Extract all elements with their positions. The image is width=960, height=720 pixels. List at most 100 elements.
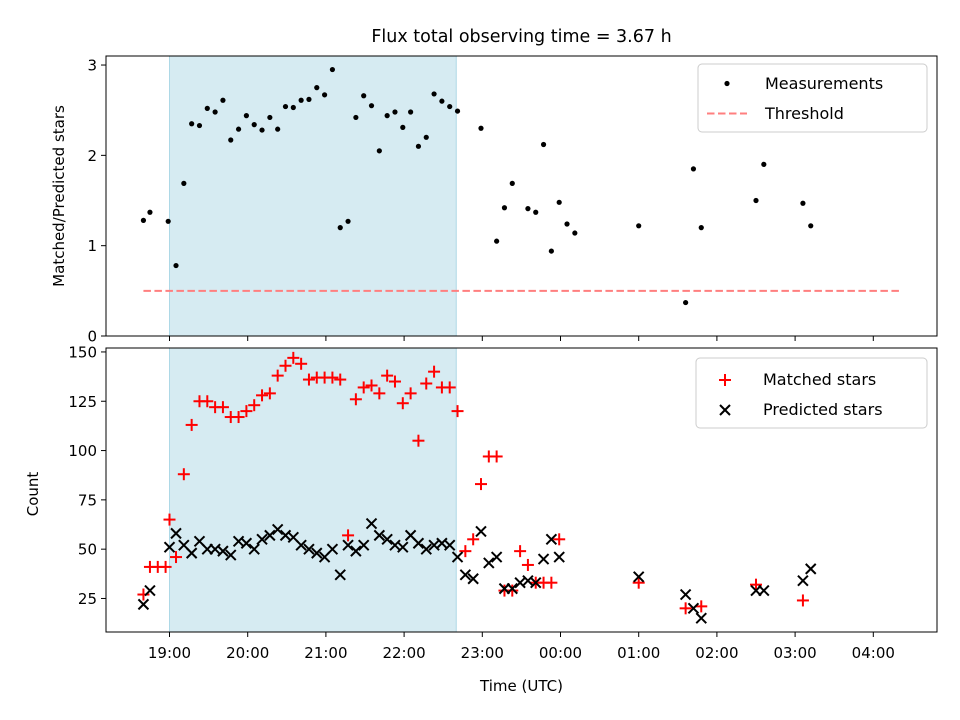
measurement-point: [392, 109, 398, 115]
predicted-star-point: [451, 551, 464, 563]
measurement-point: [690, 166, 697, 172]
x-tick-label: 23:00: [461, 644, 504, 662]
predicted-star-point: [381, 533, 393, 546]
predicted-star-point: [459, 569, 472, 581]
measurement-point: [275, 126, 281, 132]
measurement-point: [431, 91, 437, 97]
predicted-star-point: [420, 543, 432, 555]
top-y-axis: 0 1 2 3: [87, 57, 106, 346]
predicted-star-point: [467, 573, 479, 585]
top-y-axis-label: Matched/Predicted stars: [50, 105, 68, 287]
matched-stars-series: [137, 351, 809, 615]
predicted-star-point: [537, 553, 550, 565]
measurement-point: [572, 230, 578, 236]
measurement-point: [415, 143, 422, 149]
matched-star-point: [326, 371, 339, 384]
matched-star-point: [451, 405, 464, 418]
measurement-point: [173, 262, 179, 269]
figure-title: Flux total observing time = 3.67 h: [371, 27, 671, 47]
x-tick-label: 01:00: [617, 644, 660, 662]
predicted-star-point: [271, 523, 284, 536]
matched-star-point: [490, 450, 503, 463]
predicted-star-point: [687, 602, 700, 615]
measurement-point: [282, 103, 289, 110]
predicted-star-point: [357, 539, 370, 551]
measurement-point: [220, 97, 226, 103]
top-y-tick-label: 2: [87, 147, 97, 165]
matched-star-point: [137, 588, 150, 601]
matched-star-point: [334, 373, 347, 386]
measurement-point: [314, 85, 320, 91]
predicted-star-point: [805, 563, 817, 575]
predicted-star-point: [185, 547, 198, 559]
measurement-point: [306, 96, 312, 102]
predicted-star-point: [545, 533, 558, 546]
measurement-point: [556, 199, 562, 205]
matched-star-point: [632, 576, 645, 589]
x-tick-label: 19:00: [148, 644, 191, 662]
matched-star-point: [240, 405, 253, 418]
matched-star-point: [201, 395, 214, 408]
matched-star-point: [796, 594, 809, 607]
bottom-y-tick-label: 100: [68, 442, 97, 460]
measurement-point: [761, 161, 767, 167]
measurement-point: [478, 125, 484, 131]
matched-star-point: [545, 576, 558, 589]
bottom-y-tick-label: 50: [78, 541, 97, 559]
measurement-point: [290, 104, 296, 111]
matched-star-point: [163, 513, 176, 526]
predicted-star-point: [311, 547, 323, 559]
measurement-point: [251, 122, 257, 128]
measurement-point: [228, 137, 234, 143]
measurement-point: [454, 108, 461, 114]
measurement-point: [243, 113, 249, 119]
measurements-series: [140, 66, 814, 306]
matched-star-point: [232, 411, 245, 424]
predicted-star-point: [475, 525, 487, 538]
legend-predicted-label: Predicted stars: [763, 400, 883, 419]
measurement-point: [494, 238, 500, 244]
matched-star-point: [185, 418, 198, 431]
predicted-star-point: [137, 598, 150, 611]
measurement-point: [636, 223, 642, 229]
bottom-shaded-span: [169, 347, 457, 633]
measurement-point: [753, 197, 759, 204]
matched-star-point: [159, 560, 172, 573]
predicted-star-point: [225, 549, 237, 561]
measurement-point: [808, 223, 814, 229]
measurement-point: [800, 200, 806, 206]
bottom-y-tick-label: 150: [68, 343, 97, 361]
measurement-point: [329, 66, 336, 73]
matched-star-point: [365, 379, 378, 392]
bottom-legend-frame: [695, 357, 928, 429]
top-y-tick-label: 0: [87, 328, 97, 346]
measurement-point: [259, 127, 265, 133]
measurement-point: [181, 180, 187, 186]
predicted-star-point: [397, 541, 409, 553]
predicted-star-point: [295, 539, 307, 551]
measurement-point: [501, 205, 508, 211]
predicted-star-point: [444, 539, 456, 551]
predicted-star-point: [758, 584, 770, 597]
measurement-point: [140, 217, 147, 223]
x-axis-label: Time (UTC): [479, 677, 563, 695]
measurement-point: [165, 218, 171, 224]
matched-star-point: [271, 369, 284, 382]
matched-star-point: [396, 397, 409, 410]
top-legend-frame: [697, 63, 928, 133]
measurement-point: [564, 221, 570, 227]
x-tick-label: 02:00: [695, 644, 738, 662]
matched-star-point: [381, 369, 394, 382]
bottom-y-axis-label: Count: [24, 472, 42, 517]
matched-star-point: [514, 545, 527, 558]
x-tick-label: 20:00: [226, 644, 269, 662]
predicted-star-point: [350, 545, 362, 557]
matched-star-point: [412, 434, 425, 447]
matched-star-point: [474, 478, 487, 491]
measurement-point: [235, 126, 242, 132]
predicted-star-point: [695, 612, 707, 624]
matched-star-point: [342, 529, 355, 542]
matched-star-point: [506, 584, 519, 597]
legend-matched-marker: [719, 374, 731, 386]
matched-star-point: [263, 387, 276, 400]
